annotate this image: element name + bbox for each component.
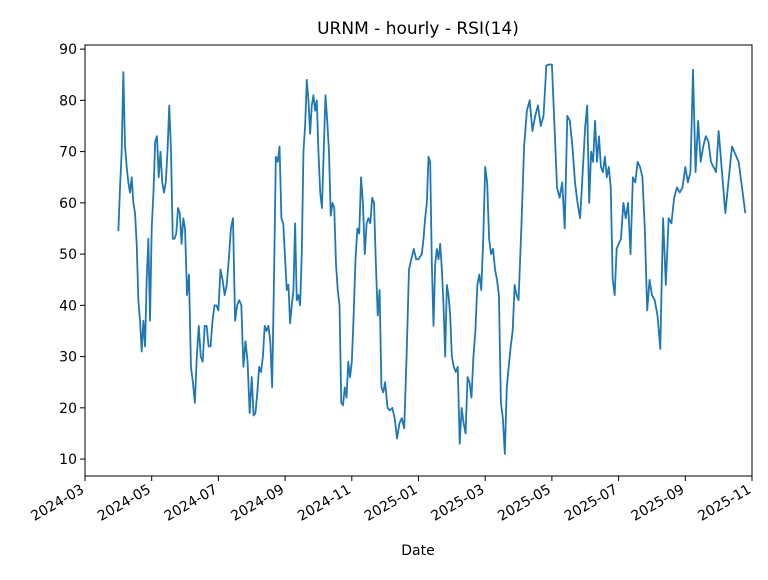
y-tick-label: 90 [59,42,77,58]
rsi-line [117,63,747,455]
y-tick-label: 70 [59,145,77,161]
y-tick-label: 30 [59,350,77,366]
plot-frame [84,44,753,477]
y-tick-label: 10 [59,452,77,468]
y-tick-label: 50 [59,247,77,263]
y-tick-label: 40 [59,298,77,314]
y-tick-label: 60 [59,196,77,212]
y-tick-label: 20 [59,401,77,417]
y-tick-label: 80 [59,93,77,109]
x-axis-label: Date [401,543,434,559]
chart-title: URNM - hourly - RSI(14) [317,19,519,39]
